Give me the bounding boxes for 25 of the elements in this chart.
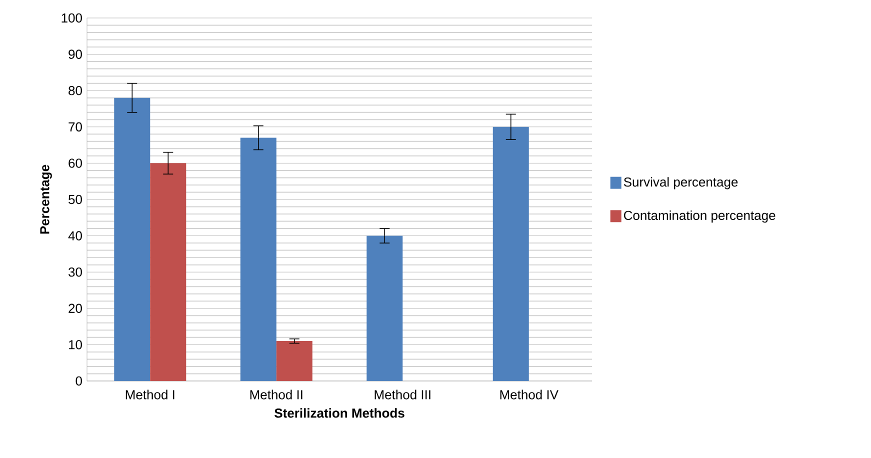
y-tick-label: 100 xyxy=(62,13,82,23)
y-tick-label: 70 xyxy=(68,122,82,132)
y-tick-label: 10 xyxy=(69,340,82,350)
y-tick-label: 0 xyxy=(76,376,82,386)
y-tick-label: 40 xyxy=(68,231,82,240)
x-tick-label: Method II xyxy=(250,390,302,400)
bar xyxy=(114,98,150,381)
x-tick-label: Method I xyxy=(126,390,174,400)
bar xyxy=(366,236,403,381)
bar xyxy=(150,163,186,381)
y-axis-title: Percentage xyxy=(40,164,52,234)
legend-label: Survival percentage xyxy=(624,177,738,190)
y-tick-label: 60 xyxy=(68,158,82,168)
bar xyxy=(276,341,312,381)
bar xyxy=(240,138,276,381)
x-axis-title: Sterilization Methods xyxy=(274,408,404,418)
y-tick-label: 90 xyxy=(68,50,82,59)
y-tick-label: 50 xyxy=(68,194,82,204)
bar xyxy=(492,126,529,381)
legend-label: Contamination percentage xyxy=(624,210,776,223)
y-tick-label: 30 xyxy=(68,267,82,277)
y-tick-label: 20 xyxy=(68,304,82,313)
x-tick-label: Method IV xyxy=(500,390,558,400)
y-tick-label: 80 xyxy=(68,86,82,96)
x-tick-label: Method III xyxy=(374,390,430,400)
